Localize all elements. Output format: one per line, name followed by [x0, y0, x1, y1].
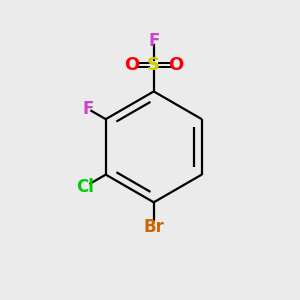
Text: Cl: Cl — [76, 178, 94, 196]
Text: S: S — [147, 56, 160, 74]
Text: O: O — [124, 56, 140, 74]
Text: F: F — [82, 100, 93, 118]
Text: O: O — [168, 56, 183, 74]
Text: F: F — [148, 32, 159, 50]
Text: Br: Br — [143, 218, 164, 236]
